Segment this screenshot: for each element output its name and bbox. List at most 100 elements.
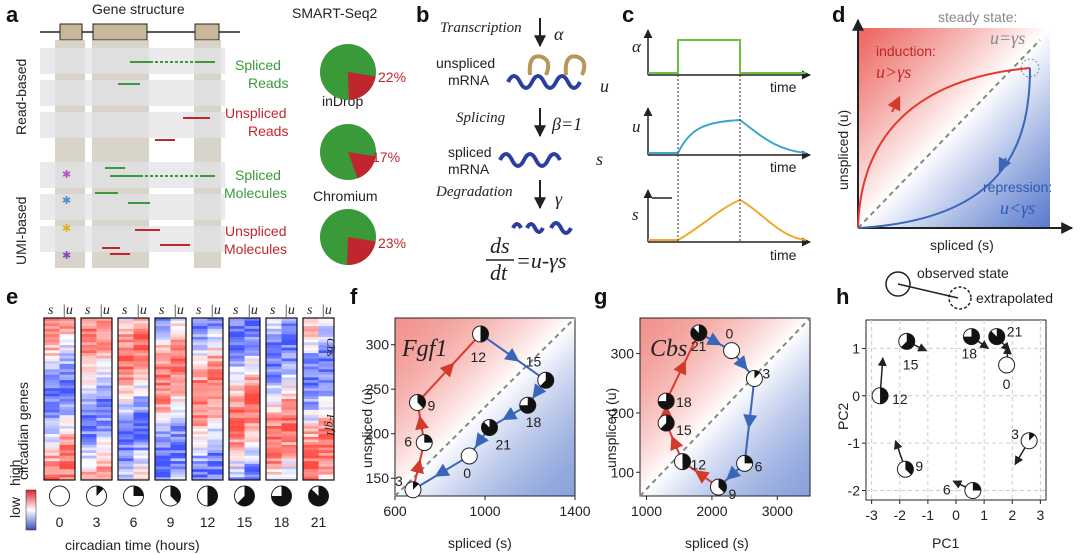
heatmap-cell bbox=[96, 415, 113, 419]
heatmap-cell bbox=[281, 469, 298, 473]
heatmap-cell bbox=[96, 334, 113, 338]
heatmap-cell bbox=[207, 407, 224, 411]
heatmap-cell bbox=[59, 455, 76, 459]
heatmap-cell bbox=[229, 474, 245, 478]
heatmap-cell bbox=[59, 436, 76, 440]
heatmap-cell bbox=[303, 409, 319, 413]
heatmap-cell bbox=[192, 326, 208, 330]
heatmap-cell bbox=[118, 345, 134, 348]
heatmap-cell bbox=[229, 471, 245, 475]
heatmap-cell bbox=[59, 474, 76, 478]
heatmap-cell bbox=[81, 471, 97, 475]
x-tick-label: 0 bbox=[952, 507, 960, 523]
panel-label-d: d bbox=[832, 2, 845, 27]
heatmap-s-label: s bbox=[48, 303, 54, 318]
heatmap-cell bbox=[155, 420, 171, 424]
heatmap-cell bbox=[318, 409, 335, 413]
heatmap-cell bbox=[44, 396, 60, 400]
heatmap-cell bbox=[118, 409, 134, 413]
heatmap-cell bbox=[118, 366, 134, 370]
heatmap-cell bbox=[266, 350, 282, 354]
heatmap-cell bbox=[118, 471, 134, 475]
heatmap-cell bbox=[59, 444, 76, 448]
heatmap-frame bbox=[154, 317, 187, 481]
heatmap-cell bbox=[118, 388, 134, 392]
heatmap-cell bbox=[155, 426, 171, 429]
heatmap-cell bbox=[207, 393, 224, 397]
heatmap-cell bbox=[81, 477, 97, 481]
heatmap-cell bbox=[59, 318, 76, 321]
heatmap-cell bbox=[96, 417, 113, 421]
induction-curve bbox=[857, 67, 1031, 229]
heatmap-cell bbox=[155, 477, 171, 481]
timepoint-label: 0 bbox=[1003, 376, 1011, 392]
c-u-label: u bbox=[632, 117, 641, 136]
heatmap-cell bbox=[192, 358, 208, 362]
heatmap-cell bbox=[118, 474, 134, 478]
pie-unspliced-slice bbox=[348, 152, 376, 179]
heatmap-cell bbox=[266, 377, 282, 381]
heatmap-cell bbox=[318, 347, 335, 351]
heatmap-cell bbox=[303, 401, 319, 405]
heatmap-cell bbox=[266, 447, 282, 451]
heatmap-cell bbox=[303, 318, 319, 321]
heatmap-cell bbox=[118, 436, 134, 440]
heatmap-cell bbox=[96, 380, 113, 384]
heatmap-cell bbox=[229, 320, 245, 324]
heatmap-cell bbox=[244, 426, 261, 429]
heatmap-cell bbox=[303, 377, 319, 381]
heatmap-cell bbox=[96, 434, 113, 438]
heatmap-cell bbox=[170, 461, 187, 465]
heatmap-cell bbox=[244, 450, 261, 454]
heatmap-cell bbox=[303, 374, 319, 378]
heatmap-cell bbox=[318, 382, 335, 386]
heatmap-cell bbox=[303, 412, 319, 416]
heatmap-cell bbox=[244, 385, 261, 389]
heatmap-cell bbox=[266, 334, 282, 338]
heatmap-cell bbox=[133, 407, 150, 411]
heatmap-cell bbox=[155, 326, 171, 330]
heatmap-cell bbox=[281, 318, 298, 321]
heatmap-u-label: |u bbox=[284, 303, 295, 318]
heatmap-cell bbox=[229, 466, 245, 470]
heatmap-cell bbox=[281, 444, 298, 448]
heatmap-cell bbox=[133, 455, 150, 459]
heatmap-cell bbox=[207, 447, 224, 451]
heatmap-cell bbox=[229, 426, 245, 429]
heatmap-cell bbox=[207, 380, 224, 384]
x-tick-label: 2000 bbox=[696, 503, 727, 519]
heatmap-cell bbox=[207, 415, 224, 419]
heatmap-cell bbox=[281, 434, 298, 438]
heatmap-cell bbox=[44, 415, 60, 419]
heatmap-cell bbox=[170, 318, 187, 321]
heatmap-cell bbox=[244, 455, 261, 459]
heatmap-cell bbox=[96, 463, 113, 467]
heatmap-cell bbox=[244, 453, 261, 456]
heatmap-cell bbox=[192, 366, 208, 370]
heatmap-cell bbox=[118, 374, 134, 378]
heatmap-cell bbox=[59, 423, 76, 427]
clock-fill bbox=[988, 328, 1005, 345]
h-plot-frame bbox=[865, 319, 1047, 501]
heatmap-cell bbox=[207, 450, 224, 454]
heatmap-cell bbox=[118, 401, 134, 405]
heatmap-cell bbox=[244, 436, 261, 440]
heatmap-cell bbox=[207, 323, 224, 327]
heatmap-cell bbox=[266, 380, 282, 384]
heatmap-cell bbox=[96, 331, 113, 335]
heatmap-cell bbox=[59, 347, 76, 351]
heatmap-cell bbox=[118, 393, 134, 397]
heatmap-cell bbox=[155, 466, 171, 470]
heatmap-cell bbox=[118, 385, 134, 389]
heatmap-frame bbox=[117, 317, 150, 481]
heatmap-cell bbox=[59, 412, 76, 416]
heatmap-cell bbox=[192, 336, 208, 340]
heatmap-cell bbox=[266, 401, 282, 405]
heatmap-cell bbox=[170, 323, 187, 327]
heatmap-cell bbox=[266, 420, 282, 424]
heatmap-cell bbox=[303, 366, 319, 370]
heatmap-cell bbox=[59, 320, 76, 324]
heatmap-cell bbox=[244, 358, 261, 362]
heatmap-cell bbox=[44, 453, 60, 456]
heatmap-cell bbox=[207, 366, 224, 370]
